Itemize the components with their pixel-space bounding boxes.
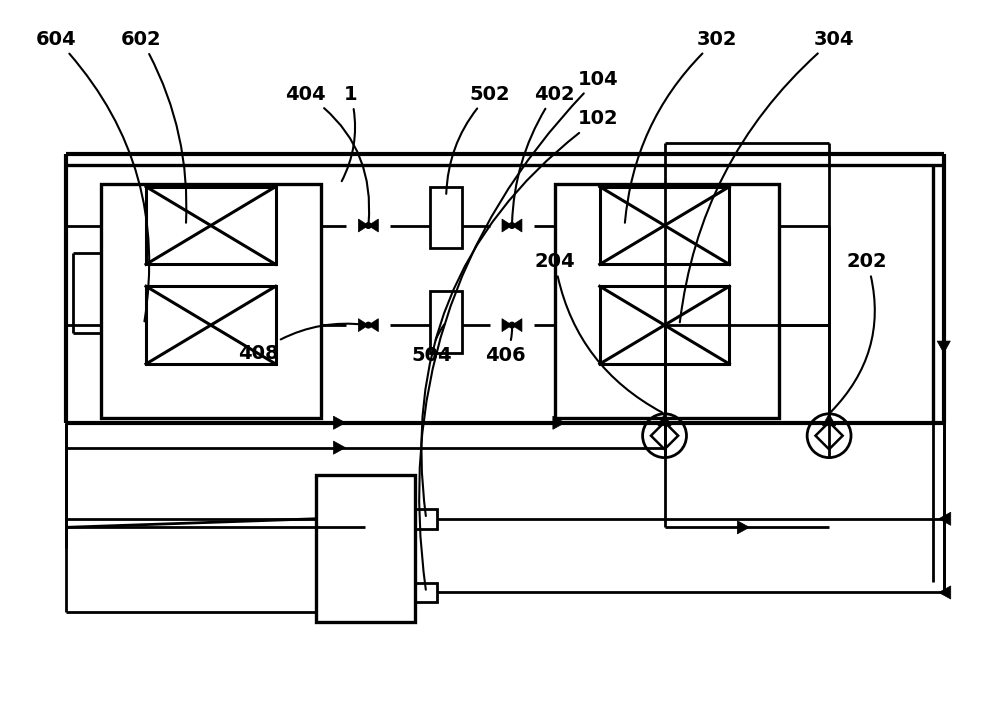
Polygon shape — [937, 341, 950, 353]
Text: 202: 202 — [831, 252, 887, 412]
Bar — [555, 184, 779, 418]
Text: 104: 104 — [419, 70, 618, 590]
Circle shape — [509, 322, 515, 328]
Polygon shape — [737, 520, 749, 534]
Polygon shape — [333, 441, 345, 454]
Text: 502: 502 — [446, 85, 510, 194]
Polygon shape — [502, 219, 512, 232]
Bar — [146, 287, 276, 364]
Text: 602: 602 — [121, 30, 186, 222]
Bar — [415, 583, 437, 602]
Bar — [146, 187, 276, 265]
Text: 406: 406 — [485, 328, 525, 364]
Bar — [316, 475, 415, 622]
Polygon shape — [939, 512, 951, 525]
Circle shape — [509, 222, 515, 228]
Bar — [101, 184, 320, 418]
Polygon shape — [512, 319, 522, 332]
Polygon shape — [512, 219, 522, 232]
Text: 204: 204 — [535, 252, 662, 413]
Text: 402: 402 — [512, 85, 575, 222]
Polygon shape — [333, 416, 345, 429]
Text: 1: 1 — [342, 85, 357, 181]
Text: 404: 404 — [285, 85, 369, 222]
Bar — [415, 509, 437, 529]
Text: 504: 504 — [412, 324, 453, 364]
Bar — [600, 287, 729, 364]
Circle shape — [366, 322, 371, 328]
Bar — [430, 291, 462, 353]
Polygon shape — [358, 319, 368, 332]
Polygon shape — [368, 319, 378, 332]
Polygon shape — [658, 414, 671, 426]
Polygon shape — [358, 219, 368, 232]
Text: 304: 304 — [680, 30, 854, 322]
Bar — [430, 187, 462, 248]
Polygon shape — [368, 219, 378, 232]
Circle shape — [366, 222, 371, 228]
Polygon shape — [823, 414, 836, 426]
Bar — [600, 187, 729, 265]
Polygon shape — [502, 319, 512, 332]
Text: 302: 302 — [625, 30, 738, 222]
Polygon shape — [939, 586, 951, 599]
Text: 102: 102 — [421, 109, 618, 516]
Text: 408: 408 — [238, 324, 366, 362]
Polygon shape — [553, 416, 565, 429]
Text: 604: 604 — [36, 30, 149, 322]
